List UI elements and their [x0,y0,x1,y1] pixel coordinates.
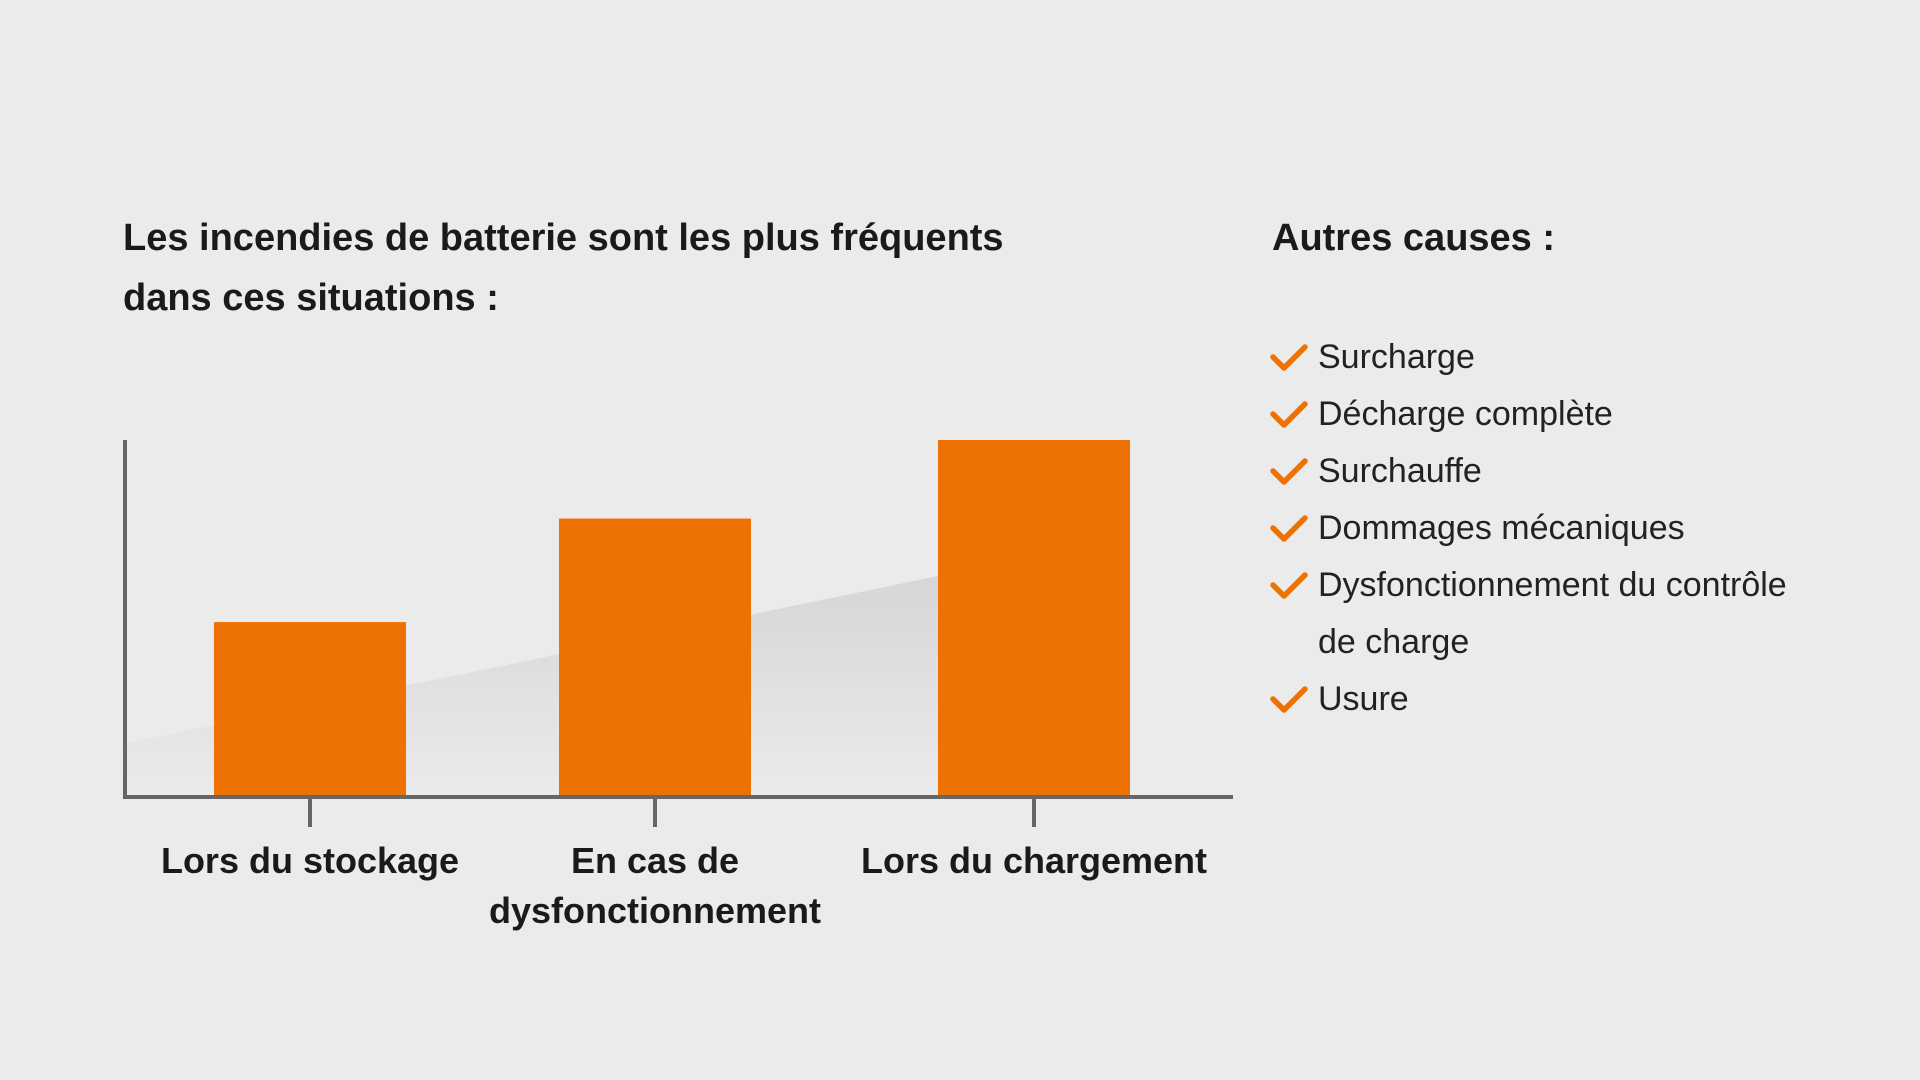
check-icon [1270,344,1308,371]
check-icon [1270,686,1308,713]
cause-item: Dysfonctionnement du contrôle de charge [1270,557,1870,671]
cause-item: Dommages mécaniques [1270,500,1870,557]
check-icon [1270,401,1308,428]
check-icon [1270,572,1308,599]
cause-label: Surchauffe [1318,452,1482,490]
cause-item: Surcharge [1270,329,1870,386]
chart-title-line-1: Les incendies de batterie sont les plus … [123,217,1004,259]
cause-item: Décharge complète [1270,386,1870,443]
cause-item: Usure [1270,671,1870,728]
chart-title: Les incendies de batterie sont les plus … [123,208,1123,328]
labels-layer: Lors du stockage En cas de dysfonctionneme… [161,840,1207,931]
x-tick-label-line: Lors du chargement [861,840,1207,881]
check-icon [1270,458,1308,485]
other-causes-title: Autres causes : [1272,217,1556,259]
x-tick-label-line: dysfonctionnement [489,890,821,931]
bar-2 [938,440,1130,797]
x-tick-label-0: Lors du stockage [161,840,459,881]
cause-label: Dysfonctionnement du contrôle [1318,566,1787,604]
cause-label: Décharge complète [1318,395,1613,433]
check-icon [1270,515,1308,542]
bar-1 [559,518,751,797]
cause-label: Dommages mécaniques [1318,509,1685,547]
x-tick-label-line: En cas de [571,840,739,881]
bar-0 [214,622,406,797]
chart-title-line-2: dans ces situations : [123,277,499,319]
x-tick-label-1: En cas de dysfonctionnement [489,840,821,931]
cause-label: Usure [1318,680,1409,718]
cause-item: Surchauffe [1270,443,1870,500]
bar-chart: Lors du stockage En cas de dysfonctionneme… [123,440,1233,931]
x-tick-label-2: Lors du chargement [861,840,1207,881]
cause-label: de charge [1318,623,1470,661]
other-causes-list: Surcharge Décharge complète Surchauffe Domm… [1270,329,1870,728]
x-tick-label-line: Lors du stockage [161,840,459,881]
cause-label: Surcharge [1318,338,1475,376]
ticks-layer [308,797,1036,827]
bars-layer [214,440,1130,797]
